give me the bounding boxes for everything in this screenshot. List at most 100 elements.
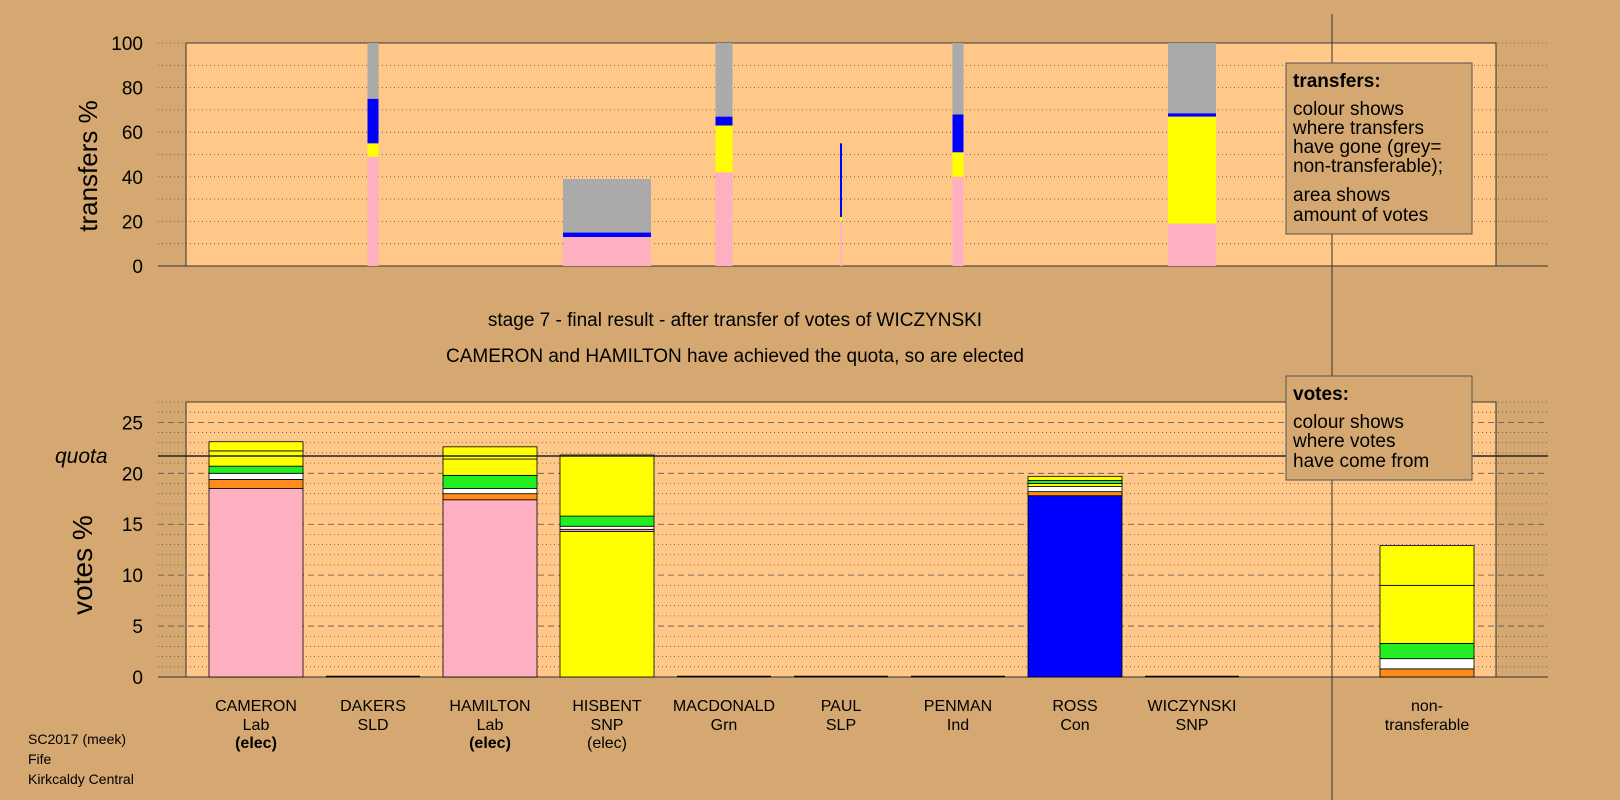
- candidate-party-label: Lab: [477, 717, 504, 734]
- quota-label: quota: [55, 445, 108, 468]
- vote-segment-ross-sld: [1027, 491, 1123, 497]
- transfer-segment-penman-nontransferable: [952, 43, 964, 115]
- vote-segment-hamilton-snp: [442, 446, 538, 460]
- vote-segment-hisbent-slp: [559, 525, 655, 530]
- stage-subtitle: CAMERON and HAMILTON have achieved the q…: [446, 346, 1024, 367]
- transfers-legend-line: non-transferable);: [1293, 156, 1443, 177]
- transfers-y-tick-label: 20: [122, 212, 143, 233]
- vote-segment-cameron-lab: [208, 488, 304, 678]
- candidate-party-label: SNP: [1176, 717, 1209, 734]
- vote-segment-cameron-grn: [208, 465, 304, 474]
- transfer-segment-hisbent-con: [563, 232, 651, 238]
- transfer-segment-wiczynski-lab: [1168, 223, 1216, 266]
- candidate-name-label: ROSS: [1052, 698, 1097, 715]
- votes-legend-line: where votes: [1292, 431, 1395, 452]
- transfer-segment-paul-lab: [840, 221, 842, 266]
- candidate-party-label: SLP: [826, 717, 856, 734]
- transfer-segment-penman-snp: [952, 152, 964, 177]
- transfers-legend-box: [1285, 62, 1473, 235]
- transfer-segment-paul-con: [840, 143, 842, 217]
- transfers-y-axis: 0 20 40 60 80 100: [111, 34, 1548, 278]
- candidate-party-label: Lab: [243, 717, 270, 734]
- transfers-legend-line: have gone (grey=: [1293, 137, 1441, 158]
- transfer-segment-macdonald-con: [715, 116, 733, 126]
- vote-segment-ross-grn: [1027, 480, 1123, 484]
- transfer-segment-hisbent-lab: [563, 237, 651, 266]
- footer-line: Fife: [28, 751, 52, 767]
- candidate-name-label: PAUL: [821, 698, 862, 715]
- votes-x-axis-labels: CAMERONLab(elec)DAKERSSLDHAMILTONLab(ele…: [215, 698, 1469, 752]
- transfers-legend: transfers: colour shows where transfers …: [1285, 62, 1473, 235]
- votes-grid: [158, 401, 1548, 668]
- vote-segment-hamilton-grn: [442, 474, 538, 489]
- nontransferable-label: transferable: [1385, 717, 1470, 734]
- votes-y-tick-label: 0: [132, 668, 143, 689]
- candidate-status-label: (elec): [235, 735, 277, 752]
- vote-segment-non-transferable-slp: [1379, 658, 1475, 670]
- vote-segment-ross-slp: [1027, 486, 1123, 493]
- vote-segment-hamilton-slp: [442, 488, 538, 495]
- candidate-name-label: DAKERS: [340, 698, 406, 715]
- vote-segment-hamilton-lab: [442, 499, 538, 678]
- votes-y-tick-label: 20: [122, 464, 143, 485]
- votes-y-tick-label: 5: [132, 617, 143, 638]
- candidate-status-label: (elec): [469, 735, 511, 752]
- transfers-legend-line: area shows: [1293, 185, 1390, 206]
- transfers-y-tick-label: 40: [122, 168, 143, 189]
- candidate-name-label: WICZYNSKI: [1148, 698, 1237, 715]
- transfer-segment-penman-con: [952, 114, 964, 153]
- transfer-segment-macdonald-lab: [715, 172, 733, 266]
- vote-segment-non-transferable-sld: [1379, 668, 1475, 678]
- votes-legend-line: have come from: [1293, 451, 1429, 472]
- transfer-segment-hisbent-nontransferable: [563, 179, 651, 233]
- candidate-party-label: Grn: [711, 717, 738, 734]
- transfer-segment-macdonald-nontransferable: [715, 43, 733, 117]
- transfers-y-axis-label: transfers %: [73, 100, 103, 232]
- vote-segment-cameron-sld: [208, 479, 304, 489]
- transfer-segment-dakers-snp: [367, 143, 379, 157]
- transfers-legend-line: colour shows: [1293, 99, 1404, 120]
- transfers-bars: [367, 43, 1216, 266]
- vote-segment-hisbent-snp: [559, 530, 655, 678]
- transfer-segment-dakers-lab: [367, 156, 379, 266]
- footer-line: SC2017 (meek): [28, 731, 126, 747]
- transfers-legend-title: transfers:: [1293, 71, 1381, 92]
- transfers-legend-line: where transfers: [1292, 118, 1424, 139]
- vote-segment-ross-snp: [1027, 483, 1123, 487]
- transfer-segment-dakers-nontransferable: [367, 43, 379, 99]
- transfers-legend-line: amount of votes: [1293, 205, 1428, 226]
- transfer-segment-paul-snp: [840, 216, 842, 222]
- candidate-name-label: HAMILTON: [449, 698, 530, 715]
- transfer-segment-wiczynski-con: [1168, 113, 1216, 117]
- stage-title: stage 7 - final result - after transfer …: [488, 310, 982, 331]
- vote-segment-hisbent-grn: [559, 515, 655, 527]
- vote-segment-non-transferable-snp: [1379, 584, 1475, 644]
- candidate-name-label: HISBENT: [572, 698, 642, 715]
- votes-y-tick-label: 25: [122, 413, 143, 434]
- candidate-party-label: SLD: [357, 717, 388, 734]
- votes-y-axis-label: votes %: [67, 515, 98, 615]
- candidate-party-label: Con: [1060, 717, 1089, 734]
- candidate-name-label: CAMERON: [215, 698, 297, 715]
- candidate-party-label: SNP: [591, 717, 624, 734]
- transfer-segment-wiczynski-nontransferable: [1168, 43, 1216, 114]
- votes-y-tick-label: 15: [122, 515, 143, 536]
- votes-legend: votes: colour shows where votes have com…: [1285, 375, 1473, 481]
- transfer-segment-macdonald-snp: [715, 125, 733, 173]
- vote-segment-ross-con: [1027, 495, 1123, 678]
- transfers-y-tick-label: 80: [122, 79, 143, 100]
- footer-line: Kirkcaldy Central: [28, 771, 134, 787]
- candidate-name-label: PENMAN: [924, 698, 992, 715]
- votes-legend-box: [1285, 375, 1473, 481]
- vote-segment-cameron-snp: [208, 450, 304, 467]
- candidate-status-label: (elec): [587, 735, 627, 752]
- transfer-segment-wiczynski-snp: [1168, 116, 1216, 224]
- votes-legend-line: colour shows: [1293, 412, 1404, 433]
- vote-segment-hamilton-sld: [442, 493, 538, 501]
- votes-legend-title: votes:: [1293, 384, 1349, 405]
- votes-y-tick-label: 10: [122, 566, 143, 587]
- nontransferable-label: non-: [1411, 698, 1443, 715]
- vote-segment-cameron-snp: [208, 441, 304, 452]
- transfer-segment-dakers-con: [367, 98, 379, 144]
